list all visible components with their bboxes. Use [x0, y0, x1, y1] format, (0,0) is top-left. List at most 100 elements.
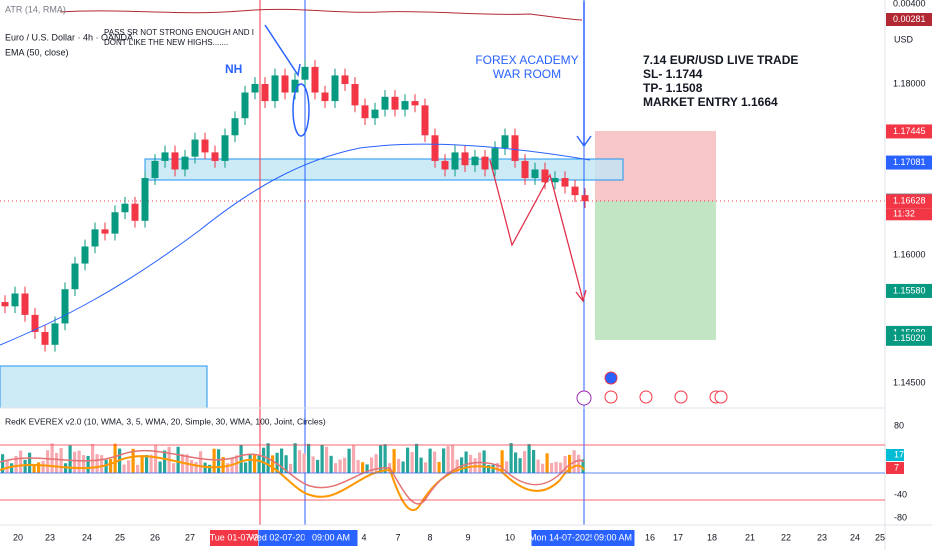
volume-bar [23, 459, 27, 473]
candle-body [371, 109, 379, 119]
sr-zone [144, 158, 624, 181]
candle-body [551, 178, 559, 183]
date-label: Mon 14-07-2025 [529, 532, 595, 542]
volume-bar [55, 452, 59, 473]
volume-bar [455, 459, 459, 473]
volume-bar [451, 445, 455, 473]
date-label: 9 [465, 532, 470, 542]
volume-bar [482, 450, 486, 473]
volume-bar [37, 462, 41, 473]
date-label: 8 [427, 532, 432, 542]
volume-bar [154, 445, 158, 473]
candle-body [91, 229, 99, 247]
date-label: 22 [781, 532, 791, 542]
volume-bar [217, 449, 221, 473]
price-badge [886, 331, 932, 346]
event-icons [576, 371, 728, 406]
date-label: 25 [115, 532, 125, 542]
volume-bar [509, 443, 513, 473]
volume-bar [401, 461, 405, 473]
candle-body [241, 92, 249, 119]
candle-body [341, 75, 349, 84]
volume-bar [365, 464, 369, 473]
projection [489, 159, 587, 303]
candle-body [491, 148, 499, 170]
volume-bar [257, 455, 261, 473]
volume-bar [73, 451, 77, 473]
trade-line: SL- 1.1744 [643, 67, 703, 81]
date-label: Tue 01-07-2 [210, 532, 259, 542]
volume-bar [316, 459, 320, 473]
candle-body [21, 293, 29, 315]
volume-bar [208, 464, 212, 473]
volume-bar [523, 451, 527, 473]
volume-bar [86, 455, 90, 473]
date-badge [591, 530, 635, 546]
highlight [292, 83, 310, 137]
volume-bar [140, 455, 144, 473]
volume-bar [145, 454, 149, 473]
osc-line [0, 450, 585, 505]
volume-bar [95, 454, 99, 473]
trade-line: MARKET ENTRY 1.1664 [643, 95, 778, 109]
volume-bar [343, 457, 347, 473]
currency: USD [894, 34, 914, 44]
candle-body [281, 75, 289, 93]
volume-bar [532, 450, 536, 473]
volume-bar [487, 464, 491, 473]
candle-body [101, 229, 109, 234]
volume-bar [127, 460, 131, 473]
note: DONT LIKE THE NEW HIGHS....... [104, 38, 228, 47]
osc-line [0, 455, 585, 512]
indicator-tick: -80 [894, 512, 907, 522]
volume-bar [370, 457, 374, 473]
volume-bar [410, 452, 414, 473]
volume-bar [577, 454, 581, 473]
volume-bar [442, 448, 446, 473]
trade-line: 7.14 EUR/USD LIVE TRADE [643, 53, 798, 67]
volume-bar [347, 448, 351, 473]
date-label: 26 [150, 532, 160, 542]
candle-body [301, 66, 309, 80]
candle-body [541, 169, 549, 183]
volume-bar [82, 455, 86, 473]
volume-bar [59, 447, 63, 473]
volume-bar [113, 443, 117, 473]
volume-bar [275, 452, 279, 473]
ema-line [0, 143, 591, 346]
volume-bar [262, 447, 266, 473]
candle-body [181, 156, 189, 170]
candle-body [381, 96, 389, 110]
candle-body [461, 152, 469, 166]
candle-body [221, 135, 229, 161]
volume-bar [500, 450, 504, 473]
candle-body [391, 96, 399, 110]
date-badge [258, 530, 306, 546]
volume-bar [338, 459, 342, 473]
nh-label: NH [225, 62, 242, 76]
volume-bar [383, 444, 387, 473]
candle-body [311, 66, 319, 93]
volume-bar [505, 461, 509, 473]
volume-bar [298, 450, 302, 473]
volume-bar [194, 461, 198, 473]
volume-bar [541, 463, 545, 473]
date-label: 21 [745, 532, 755, 542]
volume-bar [325, 446, 329, 473]
candle-body [191, 139, 199, 157]
price-badge [886, 194, 932, 209]
academy: WAR ROOM [493, 67, 561, 81]
volume-bar [379, 445, 383, 473]
volume-bar [433, 451, 437, 473]
volume-bar [176, 446, 180, 473]
volume-bar [122, 464, 126, 473]
volume-bar [424, 462, 428, 473]
date-label: 4 [361, 532, 366, 542]
indicator-tick: 17 [894, 449, 904, 459]
volume-bar [91, 443, 95, 473]
indicator-tick: 80 [894, 420, 904, 430]
volume-bar [46, 450, 50, 473]
candle-body [121, 203, 129, 213]
volume-bar [244, 462, 248, 473]
